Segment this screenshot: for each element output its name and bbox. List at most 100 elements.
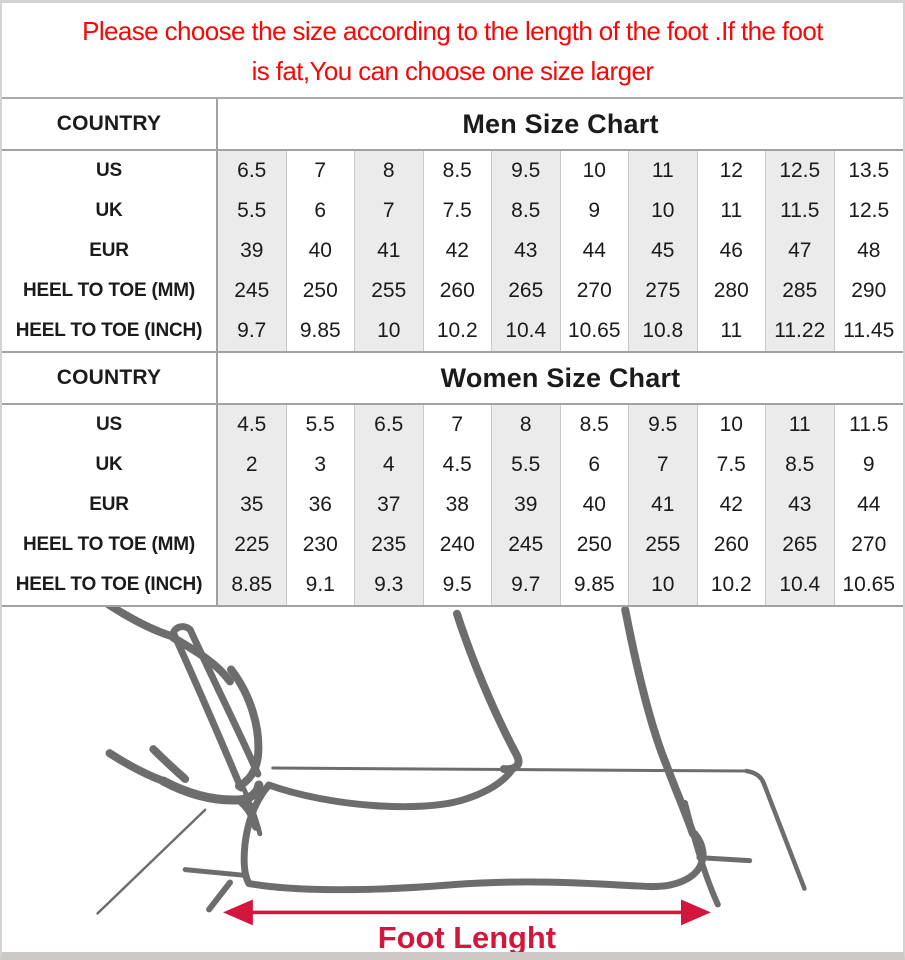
size-cell: 250 (287, 271, 355, 311)
size-cell: 10.4 (492, 311, 561, 351)
row-label: HEEL TO TOE (MM) (2, 525, 218, 565)
size-cell: 250 (561, 525, 629, 565)
size-cell: 10.65 (842, 573, 896, 596)
size-cell: 265 (492, 271, 561, 311)
size-cell: 265 (766, 525, 835, 565)
row-label: US (2, 405, 218, 445)
size-cell: 8.5 (492, 191, 561, 231)
size-cell: 8.5 (424, 151, 492, 191)
size-cell: 9.85 (561, 565, 629, 605)
size-cell: 7 (424, 405, 492, 445)
size-cell: 40 (287, 231, 355, 271)
size-cell: 290 (851, 279, 887, 302)
finger-sketch (105, 749, 168, 785)
women-size-table: COUNTRY Women Size Chart US 4.5 5.5 6.5 7 8 8.5 9… (2, 353, 903, 607)
country-header: COUNTRY (2, 353, 218, 403)
leg-back-line (621, 607, 697, 838)
pencil-sketch (170, 631, 245, 792)
size-cell: 9.5 (492, 151, 561, 191)
size-cell: 10 (355, 311, 424, 351)
table-title: Women Size Chart (440, 362, 681, 393)
size-cell: 11.5 (849, 413, 889, 436)
size-cell: 260 (424, 271, 492, 311)
toe-tick (182, 867, 250, 879)
size-cell: 9.85 (287, 311, 355, 351)
size-cell: 39 (492, 485, 561, 525)
size-cell: 6 (561, 445, 629, 485)
foot-measure-diagram: Foot Lenght (2, 607, 903, 952)
notice-line-2: is fat,You can choose one size larger (251, 56, 654, 86)
size-cell: 7.5 (424, 191, 492, 231)
size-cell: 270 (851, 533, 887, 556)
country-header: COUNTRY (2, 99, 218, 149)
size-cell: 5.5 (287, 405, 355, 445)
size-cell: 42 (698, 485, 766, 525)
row-label: US (2, 151, 218, 191)
size-cell: 4.5 (218, 405, 287, 445)
size-cell: 11.22 (766, 311, 835, 351)
size-cell: 8 (492, 405, 561, 445)
notice-line-1: Please choose the size according to the … (82, 16, 823, 46)
size-cell: 11.5 (766, 191, 835, 231)
thumb-sketch (227, 665, 263, 790)
size-cell: 9.3 (355, 565, 424, 605)
size-cell: 10.2 (698, 565, 766, 605)
size-cell: 11.45 (843, 319, 895, 342)
hand-sketch (105, 607, 178, 641)
measure-baseline (271, 766, 749, 773)
size-notice: Please choose the size according to the … (2, 3, 903, 99)
size-cell: 9.7 (218, 311, 287, 351)
foot-instep (265, 765, 517, 811)
size-cell: 9 (862, 453, 875, 476)
size-cell: 12.5 (766, 151, 835, 191)
size-cell: 10 (561, 151, 629, 191)
thumb-sketch (169, 633, 234, 686)
size-cell: 44 (561, 231, 629, 271)
size-cell: 255 (355, 271, 424, 311)
size-cell: 35 (218, 485, 287, 525)
size-cell: 10.65 (561, 311, 629, 351)
size-cell: 9.5 (629, 405, 698, 445)
size-cell: 12 (698, 151, 766, 191)
size-cell: 285 (766, 271, 835, 311)
size-cell: 36 (287, 485, 355, 525)
size-cell: 9.5 (424, 565, 492, 605)
size-cell: 43 (766, 485, 835, 525)
size-cell: 7 (355, 191, 424, 231)
size-cell: 4 (355, 445, 424, 485)
size-cell: 235 (355, 525, 424, 565)
size-cell: 240 (424, 525, 492, 565)
size-cell: 6.5 (218, 151, 287, 191)
paper-edge-line (96, 808, 207, 915)
size-cell: 6 (287, 191, 355, 231)
size-cell: 10.4 (766, 565, 835, 605)
size-cell: 245 (218, 271, 287, 311)
size-cell: 260 (698, 525, 766, 565)
size-cell: 40 (561, 485, 629, 525)
size-cell: 270 (561, 271, 629, 311)
size-cell: 275 (629, 271, 698, 311)
heel-tick (696, 855, 753, 864)
size-cell: 45 (629, 231, 698, 271)
size-cell: 11 (629, 151, 698, 191)
size-cell: 2 (218, 445, 287, 485)
size-cell: 37 (355, 485, 424, 525)
size-cell: 4.5 (424, 445, 492, 485)
row-label: HEEL TO TOE (INCH) (2, 311, 218, 351)
toe-mark (206, 879, 233, 913)
size-cell: 43 (492, 231, 561, 271)
size-cell: 10 (629, 565, 698, 605)
size-cell: 5.5 (492, 445, 561, 485)
size-cell: 11 (698, 311, 766, 351)
size-cell: 10 (698, 405, 766, 445)
size-cell: 7.5 (698, 445, 766, 485)
size-cell: 42 (424, 231, 492, 271)
size-cell: 44 (857, 493, 881, 516)
size-cell: 47 (766, 231, 835, 271)
size-cell: 11 (698, 191, 766, 231)
row-label: HEEL TO TOE (INCH) (2, 565, 218, 605)
pencil-sketch (169, 623, 262, 778)
size-cell: 9 (561, 191, 629, 231)
size-cell: 13.5 (848, 159, 890, 182)
